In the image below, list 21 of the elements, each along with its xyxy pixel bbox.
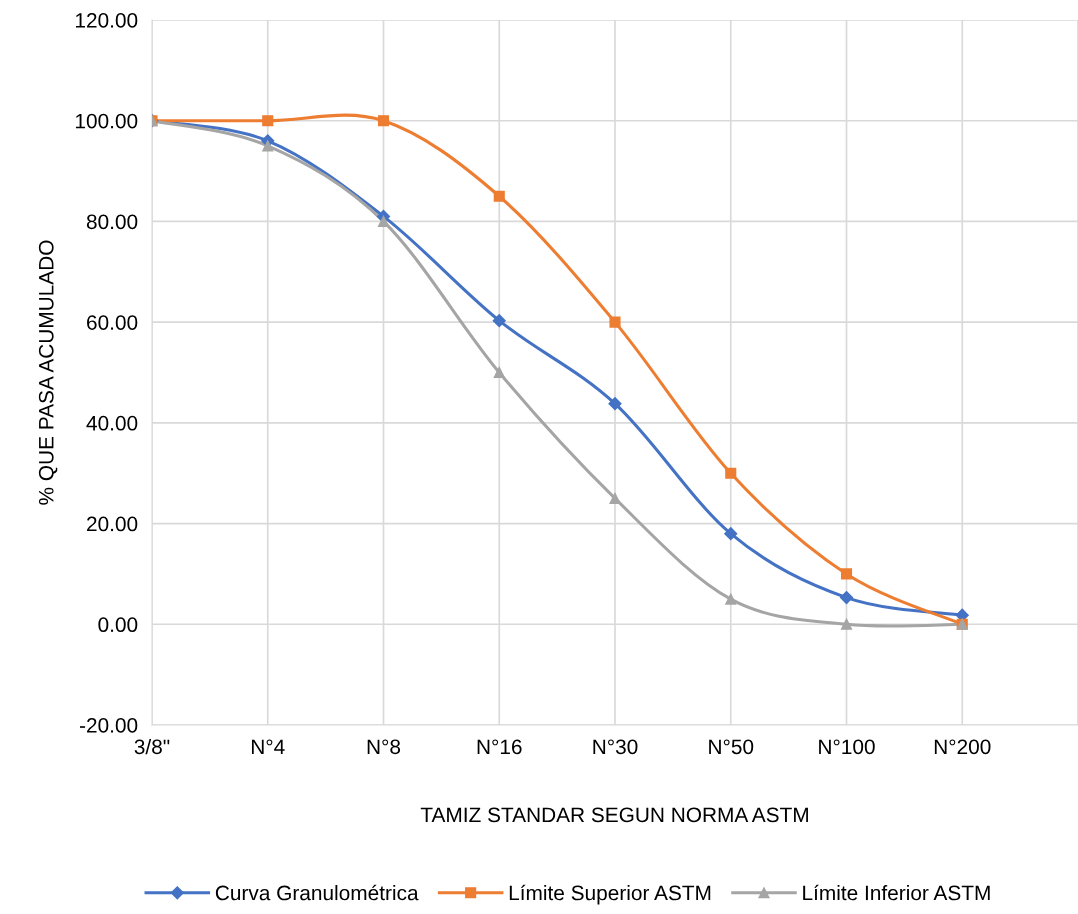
x-tick-label: N°4 (251, 739, 285, 754)
y-tick-label: -20.00 (79, 718, 138, 733)
x-axis-title: TAMIZ STANDAR SEGUN NORMA ASTM (420, 807, 808, 823)
y-tick-label: 0.00 (98, 617, 138, 633)
y-tick-label: 120.00 (75, 13, 138, 28)
x-tick-label: N°200 (934, 739, 991, 755)
x-tick-label: 3/8" (134, 738, 170, 755)
x-tick-label: N°16 (477, 739, 522, 755)
legend-label: Curva Granulométrica (215, 884, 419, 901)
y-tick-label: 20.00 (87, 516, 138, 532)
x-tick-label: N°100 (819, 739, 875, 755)
x-tick-label: N°8 (367, 739, 401, 755)
legend-label: Límite Inferior ASTM (803, 884, 990, 901)
x-tick-label: N°30 (593, 739, 638, 755)
y-axis-title: % QUE PASA ACUMULADO (38, 240, 58, 505)
y-tick-label: 40.00 (86, 415, 138, 431)
legend-label: Límite Superior ASTM (509, 884, 711, 905)
y-tick-label: 80.00 (86, 214, 138, 230)
y-tick-label: 100.00 (75, 113, 138, 129)
x-tick-label: N°50 (709, 739, 754, 755)
y-tick-label: 60.00 (87, 315, 138, 330)
